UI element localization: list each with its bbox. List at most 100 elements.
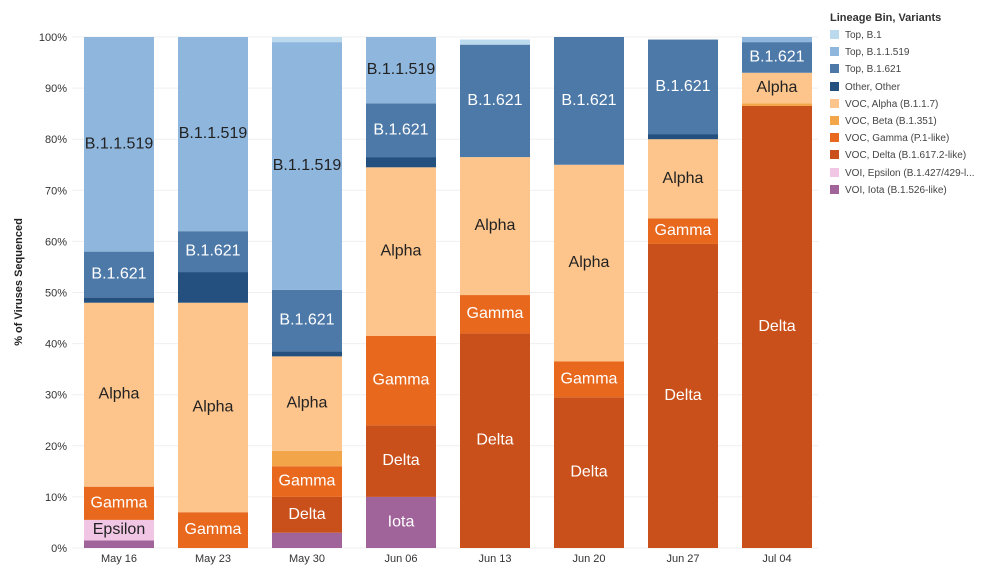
legend-label: Other, Other <box>845 81 901 93</box>
segment-label: B.1.1.519 <box>273 157 342 174</box>
bar-segment-top-b-1-1-519 <box>84 37 154 252</box>
x-tick-label: Jun 27 <box>666 553 699 565</box>
segment-labels-group: Epsilon Gamma Alpha B.1.621 B.1.1.519 Gamma Al… <box>85 48 805 538</box>
legend-item[interactable]: VOC, Delta (B.1.617.2-like) <box>830 147 1007 164</box>
bar-segment-top-b-1-1-519 <box>366 37 436 104</box>
segment-label: B.1.621 <box>561 92 616 109</box>
segment-label: Alpha <box>475 217 516 234</box>
bar-segment-voi-iota-b-1-526-like <box>272 532 342 548</box>
x-tick-label: May 23 <box>195 553 231 565</box>
legend-label: Top, B.1 <box>845 30 882 41</box>
segment-label: B.1.621 <box>749 48 804 65</box>
segment-label: Gamma <box>561 370 618 387</box>
segment-label: Alpha <box>193 398 234 415</box>
y-tick-label: 100% <box>39 32 67 44</box>
segment-label: B.1.621 <box>185 243 240 260</box>
bar-segment-top-b-1 <box>272 37 342 43</box>
legend-item[interactable]: Other, Other <box>830 79 1007 96</box>
bar-segment-voc-gamma-p-1-like <box>84 486 154 520</box>
legend-swatch <box>830 133 839 143</box>
bar-segment-voc-alpha-b-1-1-7 <box>554 164 624 362</box>
segment-label: Delta <box>476 432 513 449</box>
legend-title: Lineage Bin, Variants <box>830 12 942 24</box>
segment-label: Alpha <box>99 386 140 403</box>
legend-item[interactable]: VOI, Iota (B.1.526-like) <box>830 182 1007 199</box>
bar-segment-other-other <box>648 134 718 140</box>
legend-swatch <box>830 98 839 108</box>
y-tick-label: 90% <box>45 83 67 95</box>
bar-segment-voc-delta-b-1-617-2-like <box>742 105 812 549</box>
bar-segment-voc-gamma-p-1-like <box>460 295 530 334</box>
segment-label: B.1.621 <box>91 266 146 283</box>
legend-label: VOC, Alpha (B.1.1.7) <box>845 98 939 110</box>
legend-label: VOI, Iota (B.1.526-like) <box>845 184 947 196</box>
legend-label: VOI, Epsilon (B.1.427/429-l... <box>845 167 975 179</box>
bar-segment-top-b-1-621 <box>742 42 812 73</box>
segment-label: Alpha <box>287 395 328 412</box>
bar-segment-voc-alpha-b-1-1-7 <box>366 167 436 336</box>
segment-label: Epsilon <box>93 521 145 538</box>
segment-label: B.1.1.519 <box>179 125 248 142</box>
segment-label: Delta <box>570 464 607 481</box>
legend-label: VOC, Gamma (P.1-like) <box>845 133 950 145</box>
x-tick-label: May 30 <box>289 553 325 565</box>
bar-segment-top-b-1-1-519 <box>742 37 812 43</box>
legend-swatch <box>830 167 839 177</box>
x-tick-label: May 16 <box>101 553 137 565</box>
bar-segment-top-b-1-621 <box>178 231 248 273</box>
bar-segment-top-b-1 <box>460 39 530 45</box>
bar-segment-voc-beta-b-1-351 <box>742 103 812 106</box>
segment-label: B.1.1.519 <box>367 61 436 78</box>
segment-label: Iota <box>388 513 415 530</box>
segment-label: Gamma <box>373 372 430 389</box>
legend-item[interactable]: Top, B.1.621 <box>830 61 1007 78</box>
bar-segment-voc-alpha-b-1-1-7 <box>272 356 342 451</box>
segment-label: B.1.621 <box>655 78 710 95</box>
legend-swatch <box>830 47 839 57</box>
legend-item[interactable]: Top, B.1.1.519 <box>830 44 1007 61</box>
y-axis-ticks: 0% 10% 20% 30% 40% 50% 60% 70% 80% 90% 100% <box>39 32 67 555</box>
segment-label: Gamma <box>467 305 524 322</box>
legend-items: Top, B.1 Top, B.1.1.519 Top, B.1.621 Other,… <box>830 27 1007 199</box>
bar-segment-voc-alpha-b-1-1-7 <box>84 302 154 487</box>
y-tick-label: 70% <box>45 185 67 197</box>
legend-item[interactable]: VOC, Beta (B.1.351) <box>830 113 1007 130</box>
legend-label: VOC, Beta (B.1.351) <box>845 115 937 127</box>
segment-label: B.1.621 <box>373 121 428 138</box>
legend-label: Top, B.1.621 <box>845 64 902 76</box>
legend-swatch <box>830 184 839 194</box>
segment-label: Alpha <box>381 243 422 260</box>
bar-segment-top-b-1-621 <box>648 39 718 135</box>
legend-item[interactable]: VOC, Alpha (B.1.1.7) <box>830 96 1007 113</box>
bar-segment-voc-delta-b-1-617-2-like <box>272 496 342 533</box>
bar-segment-other-other <box>366 157 436 168</box>
bar-segment-voc-alpha-b-1-1-7 <box>742 72 812 104</box>
legend-swatch <box>830 115 839 125</box>
y-tick-label: 60% <box>45 236 67 248</box>
bar-segment-top-b-1-621 <box>366 103 436 158</box>
bar-segment-voi-iota-b-1-526-like <box>84 540 154 548</box>
segment-label: Alpha <box>757 79 798 96</box>
segment-label: Delta <box>664 387 701 404</box>
legend-item[interactable]: VOC, Gamma (P.1-like) <box>830 130 1007 147</box>
segment-label: Alpha <box>663 170 704 187</box>
bar-segment-voi-epsilon-b-1-427-429-l <box>84 519 154 541</box>
bar-segment-voi-iota-b-1-526-like <box>366 496 436 548</box>
x-tick-label: Jul 04 <box>762 553 791 565</box>
y-tick-label: 50% <box>45 288 67 300</box>
bar-segment-other-other <box>272 351 342 357</box>
y-tick-label: 10% <box>45 492 67 504</box>
segment-label: Alpha <box>569 254 610 271</box>
legend-item[interactable]: VOI, Epsilon (B.1.427/429-l... <box>830 165 1007 182</box>
legend-item[interactable]: Top, B.1 <box>830 27 1007 44</box>
x-tick-label: Jun 06 <box>384 553 417 565</box>
bar-segment-voc-delta-b-1-617-2-like <box>460 333 530 548</box>
y-tick-label: 80% <box>45 134 67 146</box>
bar-segment-voc-gamma-p-1-like <box>554 361 624 398</box>
segment-label: Delta <box>288 506 325 523</box>
legend: Lineage Bin, Variants Top, B.1 Top, B.1.1… <box>830 12 1007 199</box>
y-tick-label: 20% <box>45 441 67 453</box>
bar-segment-voc-gamma-p-1-like <box>366 335 436 426</box>
bar-segment-top-b-1-621 <box>460 44 530 158</box>
